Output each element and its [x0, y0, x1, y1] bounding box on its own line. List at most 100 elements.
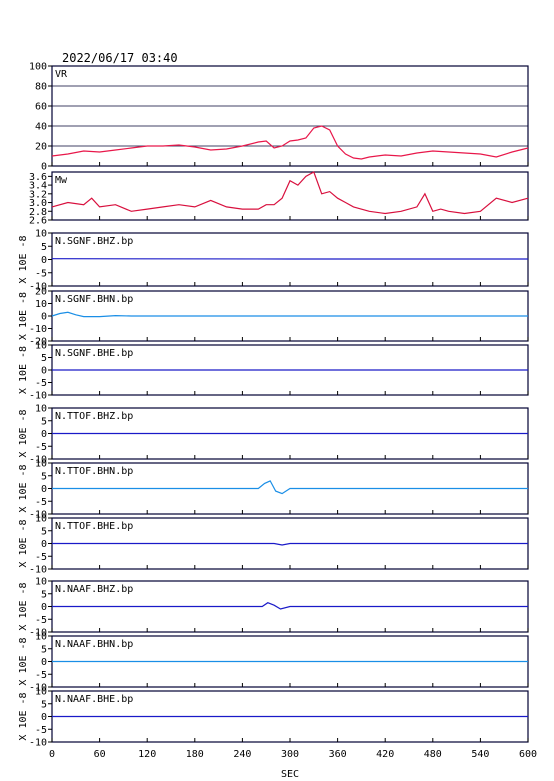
- y-tick-label: 0: [41, 255, 47, 266]
- y-tick-label: -5: [35, 378, 47, 389]
- y-tick-label: -10: [29, 391, 47, 402]
- y-tick-label: 0: [41, 602, 47, 613]
- x-tick-label: 180: [186, 749, 204, 760]
- x-axis: 0 60 120 180 240 300 360 420 480 540 600: [49, 749, 537, 760]
- y-tick-label: -5: [35, 615, 47, 626]
- y-tick-label: 5: [41, 526, 47, 537]
- panel-naaf_bhe: -10 -5 0 510 N.NAAF.BHE.bp X 10E -8: [18, 687, 529, 749]
- y-tick-label: 10: [35, 459, 47, 470]
- y-tick-label: 0: [41, 484, 47, 495]
- y-tick-label: -5: [35, 552, 47, 563]
- series-line: [52, 542, 528, 546]
- y-tick-label: -10: [29, 738, 47, 749]
- y-tick-label: 10: [35, 404, 47, 415]
- panel-label: N.SGNF.BHN.bp: [55, 294, 133, 305]
- y-tick-label: -5: [35, 442, 47, 453]
- y-tick-label: -10: [29, 628, 47, 639]
- x-tick-label: 60: [94, 749, 106, 760]
- y-tick-label: -10: [29, 455, 47, 466]
- y-axis-label: X 10E -8: [18, 464, 29, 512]
- y-tick-label: -10: [29, 683, 47, 694]
- panel-ttof_bhe: -10 -5 0 510 N.TTOF.BHE.bp X 10E -8: [18, 514, 529, 576]
- x-tick-label: 240: [233, 749, 251, 760]
- y-axis-label: X 10E -8: [18, 519, 29, 567]
- y-tick-label: 5: [41, 644, 47, 655]
- y-tick-label: -5: [35, 725, 47, 736]
- y-tick-label: 0: [41, 162, 47, 173]
- x-axis-label: SEC: [281, 769, 299, 780]
- y-tick-label: 10: [35, 229, 47, 240]
- y-tick-label: 3.4: [29, 181, 47, 192]
- y-tick-label: 60: [35, 102, 47, 113]
- y-tick-label: 10: [35, 577, 47, 588]
- y-tick-label: -5: [35, 497, 47, 508]
- y-tick-label: 3.6: [29, 172, 47, 183]
- y-tick-label: 10: [35, 632, 47, 643]
- y-axis-label: X 10E -8: [18, 346, 29, 394]
- y-axis-label: X 10E -8: [18, 409, 29, 457]
- panel-label: N.TTOF.BHE.bp: [55, 521, 133, 532]
- y-tick-label: -5: [35, 268, 47, 279]
- panel-label: N.TTOF.BHZ.bp: [55, 411, 133, 422]
- y-tick-label: 40: [35, 122, 47, 133]
- panel-label: N.TTOF.BHN.bp: [55, 466, 133, 477]
- panel-label: Mw: [55, 175, 68, 186]
- x-tick-label: 120: [138, 749, 156, 760]
- y-tick-label: 10: [35, 514, 47, 525]
- y-tick-label: 20: [35, 142, 47, 153]
- panel-naaf_bhz: -10 -5 0 510 N.NAAF.BHZ.bp X 10E -8: [18, 577, 529, 639]
- series-line: [51, 125, 529, 160]
- y-tick-label: 5: [41, 242, 47, 253]
- panel-label: N.SGNF.BHZ.bp: [55, 236, 133, 247]
- y-tick-label: 0: [41, 312, 47, 323]
- y-tick-label: 5: [41, 589, 47, 600]
- y-tick-label: 0: [41, 657, 47, 668]
- x-tick-label: 480: [424, 749, 442, 760]
- panel-sgnf_bhz: -10 -5 0 5 10 N.SGNF.BHZ.bp X 10E -8: [18, 229, 529, 293]
- y-axis-label: X 10E -8: [18, 692, 29, 740]
- panel-label: N.SGNF.BHE.bp: [55, 348, 133, 359]
- y-tick-label: -10: [29, 565, 47, 576]
- y-tick-label: 0: [41, 366, 47, 377]
- x-tick-label: 0: [49, 749, 55, 760]
- panel-mw: 2.62.83.03.23.43.6 Mw: [29, 171, 529, 227]
- y-tick-label: 20: [35, 287, 47, 298]
- series-line: [52, 602, 528, 610]
- y-tick-label: -10: [29, 510, 47, 521]
- y-axis-label: X 10E -8: [18, 235, 29, 283]
- y-axis-label: X 10E -8: [18, 292, 29, 340]
- panel-vr: 0 20 40 60 80 100 VR: [29, 62, 529, 173]
- panel-label: N.NAAF.BHN.bp: [55, 639, 133, 650]
- y-tick-label: -20: [29, 337, 47, 348]
- y-tick-label: 100: [29, 62, 47, 73]
- x-tick-label: 360: [329, 749, 347, 760]
- y-tick-label: -10: [29, 324, 47, 335]
- y-tick-label: 5: [41, 416, 47, 427]
- series-line: [52, 480, 528, 495]
- y-tick-label: -5: [35, 670, 47, 681]
- panel-frame: [51, 65, 529, 167]
- y-tick-label: 10: [35, 341, 47, 352]
- y-tick-label: 3.2: [29, 189, 47, 200]
- x-tick-label: 600: [519, 749, 537, 760]
- series-line: [51, 311, 528, 318]
- timestamp-title: 2022/06/17 03:40: [62, 51, 178, 65]
- y-tick-label: 5: [41, 699, 47, 710]
- y-tick-label: 0: [41, 429, 47, 440]
- y-tick-label: 5: [41, 471, 47, 482]
- x-tick-label: 540: [471, 749, 489, 760]
- x-tick-label: 300: [281, 749, 299, 760]
- panel-naaf_bhn: -10 -5 0 510 N.NAAF.BHN.bp X 10E -8: [18, 632, 529, 694]
- panel-sgnf_bhe: -10 -50 510 N.SGNF.BHE.bp X 10E -8: [18, 341, 529, 402]
- y-tick-label: 3.0: [29, 198, 47, 209]
- y-tick-label: 2.6: [29, 216, 47, 227]
- y-tick-label: 80: [35, 82, 47, 93]
- y-axis-label: X 10E -8: [18, 582, 29, 630]
- y-tick-label: -10: [29, 282, 47, 293]
- y-tick-label: 5: [41, 353, 47, 364]
- y-tick-label: 10: [35, 299, 47, 310]
- y-axis-label: X 10E -8: [18, 637, 29, 685]
- panel-ttof_bhn: -10 -5 0 510 N.TTOF.BHN.bp X 10E -8: [18, 459, 529, 521]
